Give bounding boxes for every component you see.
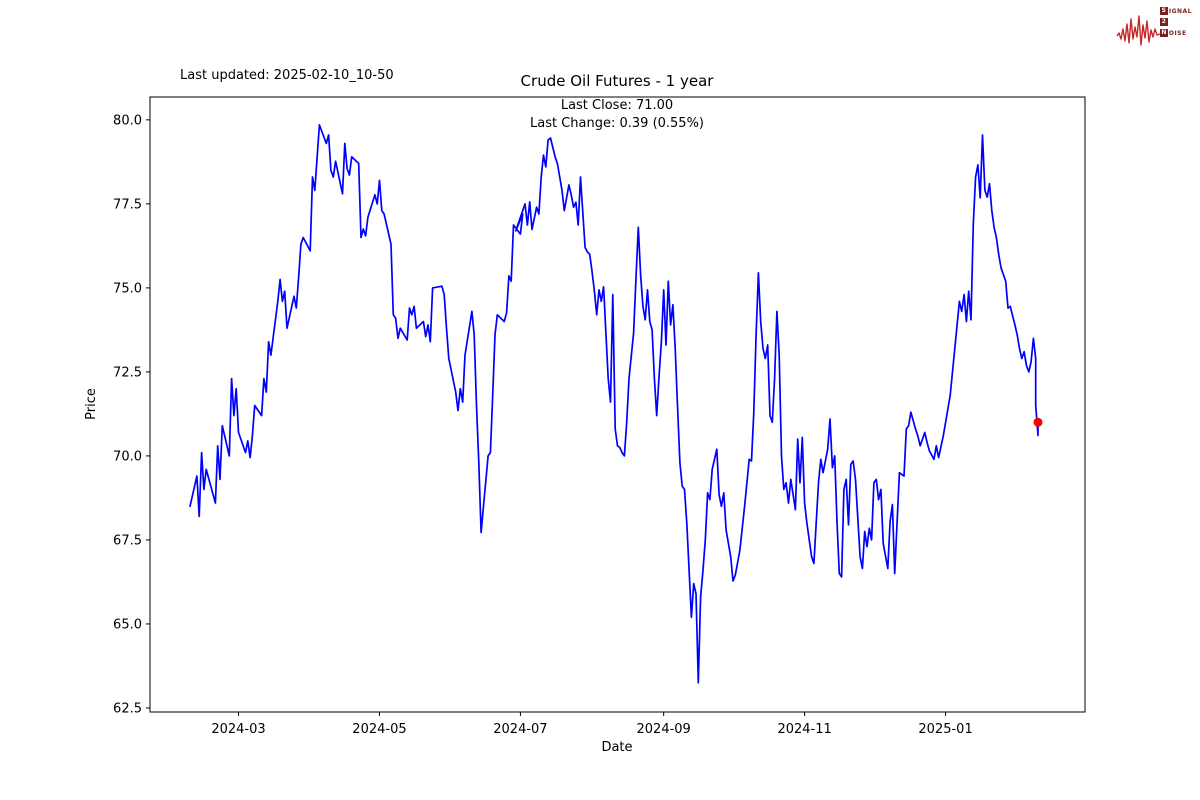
- chart-subtitle: Last Close: 71.00 Last Change: 0.39 (0.5…: [530, 97, 704, 133]
- x-axis-label: Date: [601, 740, 632, 755]
- axes-frame: [149, 96, 1086, 713]
- x-tick-label: 2024-11: [777, 722, 831, 737]
- logo-letter-2: 2: [1159, 18, 1168, 26]
- y-tick-label: 62.5: [113, 701, 142, 716]
- y-tick-label: 72.5: [113, 365, 142, 380]
- waveform-icon: [1116, 15, 1161, 46]
- last-change-text: Last Change: 0.39 (0.55%): [529, 116, 705, 131]
- axis-tick-labels: 62.5 65.0 67.5 70.0 72.5 75.0 77.5 80.0 2024-03 2…: [113, 113, 973, 737]
- last-close-text: Last Close: 71.00: [560, 98, 674, 113]
- logo-letter-n: N: [1159, 29, 1168, 37]
- x-tick-label: 2024-05: [352, 722, 406, 737]
- logo-text: S IGNAL 2 N OISE: [1159, 7, 1192, 37]
- logo-letter-s: S: [1159, 7, 1168, 15]
- y-axis-label: Price: [84, 388, 99, 420]
- x-tick-label: 2025-01: [918, 722, 972, 737]
- axis-ticks: [146, 119, 947, 716]
- y-tick-label: 80.0: [113, 113, 142, 128]
- y-tick-label: 65.0: [113, 617, 142, 632]
- x-tick-label: 2024-03: [211, 722, 265, 737]
- y-tick-label: 75.0: [113, 281, 142, 296]
- x-tick-label: 2024-09: [637, 722, 691, 737]
- y-tick-label: 70.0: [113, 449, 142, 464]
- signal2noise-logo: S IGNAL 2 N OISE: [1116, 6, 1192, 50]
- price-line: [189, 124, 1039, 684]
- y-tick-label: 77.5: [113, 197, 142, 212]
- last-price-marker: [1033, 417, 1043, 427]
- last-updated-text: Last updated: 2025-02-10_10-50: [180, 68, 394, 83]
- x-tick-label: 2024-07: [493, 722, 547, 737]
- y-tick-label: 67.5: [113, 533, 142, 548]
- chart-title: Crude Oil Futures - 1 year: [520, 72, 714, 90]
